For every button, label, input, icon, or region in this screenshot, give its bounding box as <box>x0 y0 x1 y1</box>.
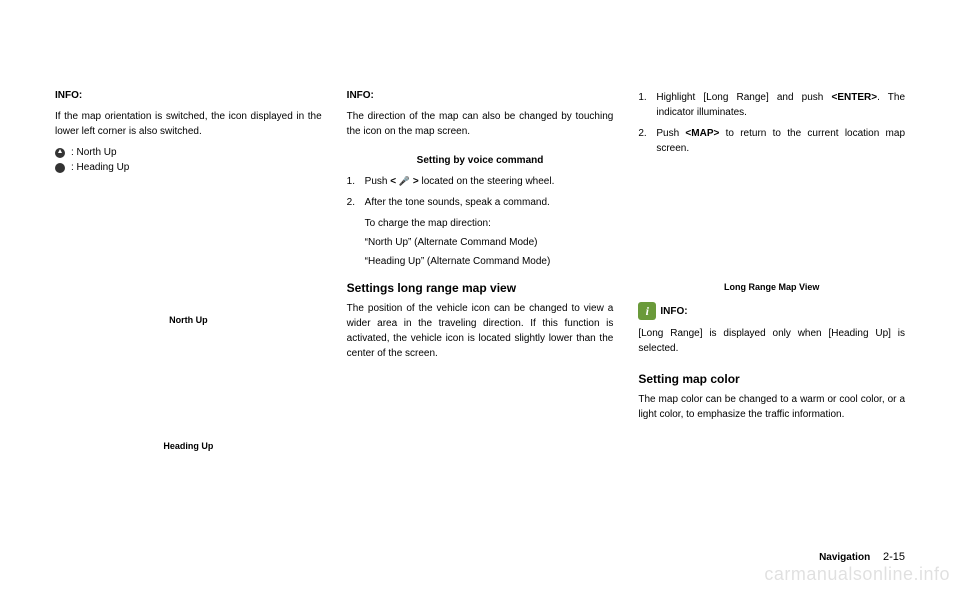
info-icon-box: i INFO: <box>638 302 905 320</box>
caption-heading-up: Heading Up <box>55 441 322 451</box>
step2-prefix: Push <box>656 128 685 139</box>
step1-prefix: Highlight [Long Range] and push <box>656 92 831 103</box>
voice-step-2: 2. After the tone sounds, speak a comman… <box>347 195 614 210</box>
footer-section-label: Navigation <box>819 552 870 563</box>
heading-up-command: “Heading Up” (Alternate Command Mode) <box>365 254 614 269</box>
north-up-line: : North Up <box>55 147 322 158</box>
long-range-step-1: 1. Highlight [Long Range] and push <ENTE… <box>638 90 905 120</box>
heading-up-line: : Heading Up <box>55 162 322 173</box>
info-label: INFO: <box>347 90 614 101</box>
talk-button-open: < <box>390 176 399 187</box>
enter-button-label: <ENTER> <box>831 92 877 103</box>
map-button-label: <MAP> <box>685 128 719 139</box>
image-placeholder-north <box>55 177 322 307</box>
map-color-text: The map color can be changed to a warm o… <box>638 392 905 422</box>
column-right: 1. Highlight [Long Range] and push <ENTE… <box>638 90 905 459</box>
heading-up-label: : Heading Up <box>71 162 129 173</box>
long-range-step-2: 2. Push <MAP> to return to the current l… <box>638 126 905 156</box>
talk-icon: 🎤 <box>399 176 410 186</box>
direction-change-text: The direction of the map can also be cha… <box>347 109 614 139</box>
column-left: INFO: If the map orientation is switched… <box>55 90 322 459</box>
step-text: Push < 🎤 > located on the steering wheel… <box>365 174 614 189</box>
page-footer: Navigation 2-15 <box>819 551 905 563</box>
step-text: Push <MAP> to return to the current loca… <box>656 126 905 156</box>
step1-suffix: located on the steering wheel. <box>419 176 555 187</box>
step1-prefix: Push <box>365 176 391 187</box>
orientation-switch-text: If the map orientation is switched, the … <box>55 109 322 139</box>
long-range-text: The position of the vehicle icon can be … <box>347 301 614 361</box>
step-text: Highlight [Long Range] and push <ENTER>.… <box>656 90 905 120</box>
long-range-note: [Long Range] is displayed only when [Hea… <box>638 326 905 356</box>
step-text: After the tone sounds, speak a command. <box>365 195 614 210</box>
image-placeholder-long-range <box>638 162 905 282</box>
info-label: INFO: <box>660 306 687 317</box>
image-placeholder-heading <box>55 333 322 433</box>
step-number: 1. <box>638 90 656 120</box>
step-number: 1. <box>347 174 365 189</box>
voice-step-1: 1. Push < 🎤 > located on the steering wh… <box>347 174 614 189</box>
page-container: INFO: If the map orientation is switched… <box>0 0 960 499</box>
caption-north-up: North Up <box>55 315 322 325</box>
step-number: 2. <box>347 195 365 210</box>
column-middle: INFO: The direction of the map can also … <box>347 90 614 459</box>
heading-up-icon <box>55 163 65 173</box>
info-label: INFO: <box>55 90 322 101</box>
info-icon: i <box>638 302 656 320</box>
caption-long-range: Long Range Map View <box>638 282 905 292</box>
footer-page-number: 2-15 <box>883 551 905 563</box>
watermark: carmanualsonline.info <box>764 564 950 585</box>
talk-button-close: > <box>410 176 419 187</box>
north-up-label: : North Up <box>71 147 117 158</box>
long-range-heading: Settings long range map view <box>347 281 614 295</box>
voice-command-heading: Setting by voice command <box>347 155 614 166</box>
charge-direction-line: To charge the map direction: <box>365 216 614 231</box>
north-up-command: “North Up” (Alternate Command Mode) <box>365 235 614 250</box>
north-up-icon <box>55 148 65 158</box>
step-number: 2. <box>638 126 656 156</box>
map-color-heading: Setting map color <box>638 372 905 386</box>
